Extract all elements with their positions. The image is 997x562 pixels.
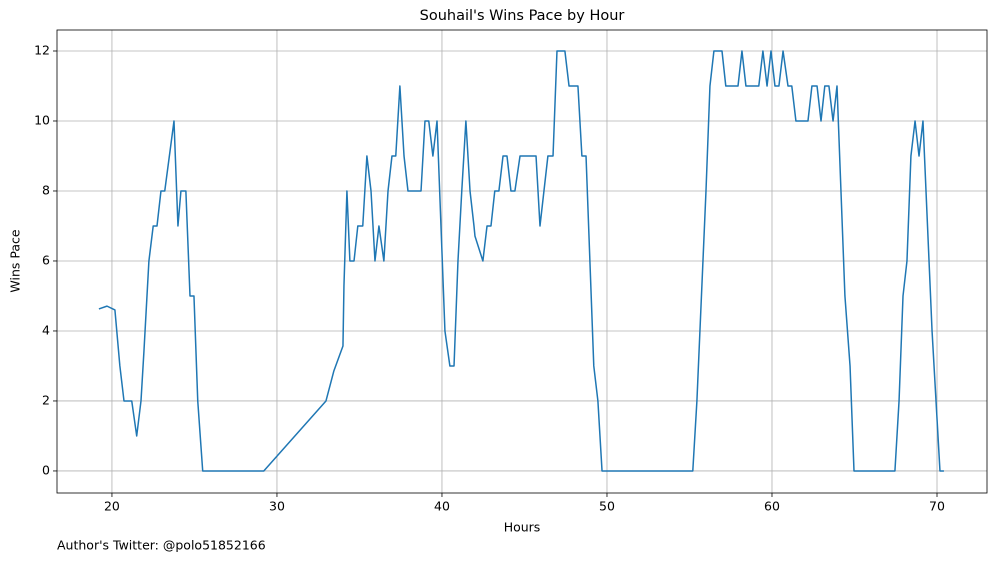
- y-tick-label: 10: [34, 112, 50, 127]
- x-tick-label: 60: [764, 499, 780, 514]
- data-line: [98, 50, 944, 472]
- y-axis-label: Wins Pace: [8, 229, 23, 292]
- y-tick-label: 0: [42, 462, 50, 477]
- plot-frame: [56, 29, 988, 494]
- y-tick-label: 2: [42, 392, 50, 407]
- x-tick-label: 70: [929, 499, 945, 514]
- y-tick-label: 6: [42, 252, 50, 267]
- x-axis-label: Hours: [504, 520, 541, 535]
- y-tick-label: 12: [34, 42, 50, 57]
- x-tick-label: 40: [434, 499, 450, 514]
- chart-title: Souhail's Wins Pace by Hour: [420, 8, 625, 24]
- x-tick-label: 50: [599, 499, 615, 514]
- y-tick-label: 8: [42, 182, 50, 197]
- annotation: Author's Twitter: @polo51852166: [57, 538, 266, 553]
- x-tick-label: 30: [269, 499, 285, 514]
- y-tick-label: 4: [42, 322, 50, 337]
- x-tick-label: 20: [104, 499, 120, 514]
